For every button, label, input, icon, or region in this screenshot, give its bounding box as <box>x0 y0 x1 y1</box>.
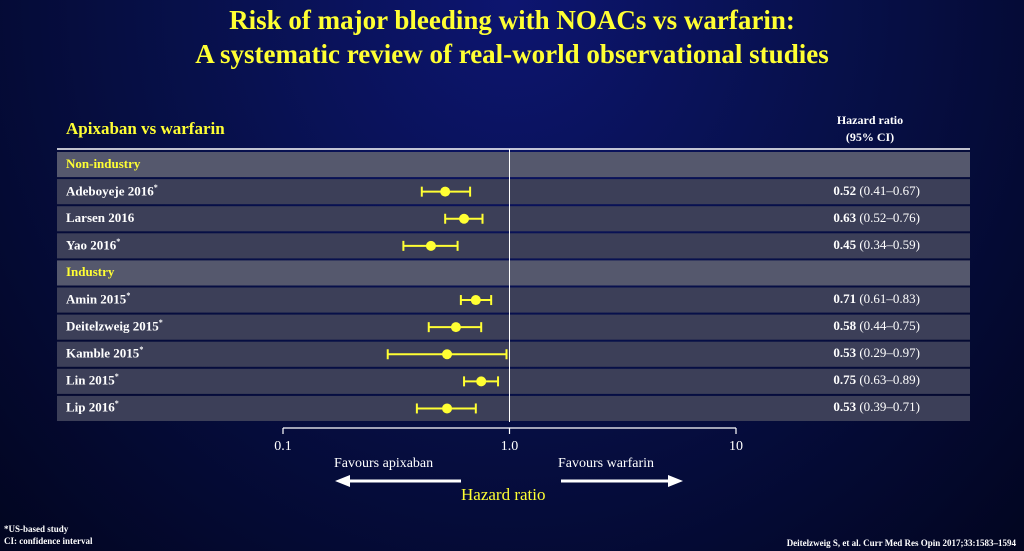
group-row-band <box>57 260 970 286</box>
hazard-ratio-header-line1: Hazard ratio <box>836 113 904 127</box>
hazard-ratio-value: 0.53 (0.29–0.97) <box>760 345 920 361</box>
study-row-band <box>57 341 970 367</box>
hazard-ratio-value: 0.75 (0.63–0.89) <box>760 372 920 388</box>
group-label: Non-industry <box>66 155 141 171</box>
study-label: Deitelzweig 2015* <box>66 318 163 334</box>
point-estimate <box>459 213 470 224</box>
point-estimate <box>425 240 436 251</box>
confidence-interval: (0.34–0.59) <box>856 236 920 252</box>
favours-warfarin-label: Favours warfarin <box>558 456 655 471</box>
study-row-band <box>57 233 970 259</box>
us-study-marker: * <box>139 345 144 355</box>
point-estimate <box>440 186 451 197</box>
confidence-interval: (0.52–0.76) <box>856 209 920 225</box>
x-tick-label: 10 <box>729 439 743 454</box>
confidence-interval: (0.29–0.97) <box>856 345 920 361</box>
study-row-band <box>57 287 970 313</box>
footnotes: *US-based study CI: confidence interval <box>4 523 92 547</box>
study-label: Adeboyeje 2016* <box>66 182 158 198</box>
hazard-ratio-estimate: 0.71 <box>833 291 857 307</box>
study-label: Yao 2016* <box>66 236 121 253</box>
study-label: Lip 2016* <box>66 399 119 415</box>
comparison-label: Apixaban vs warfarin <box>66 119 225 138</box>
study-row-band <box>57 368 970 394</box>
hazard-ratio-estimate: 0.58 <box>833 318 857 334</box>
x-tick-label: 1.0 <box>500 439 519 454</box>
footnote-ci: CI: confidence interval <box>4 536 93 546</box>
us-study-marker: * <box>116 236 121 246</box>
group-row-band <box>57 152 970 178</box>
x-axis-label: Hazard ratio <box>461 485 546 504</box>
favours-apixaban-label: Favours apixaban <box>334 456 434 471</box>
study-row-band <box>57 314 970 340</box>
us-study-marker: * <box>114 372 119 382</box>
us-study-marker: * <box>153 182 158 192</box>
point-estimate <box>470 295 481 306</box>
study-label: Larsen 2016 <box>66 209 135 225</box>
confidence-interval: (0.39–0.71) <box>856 399 920 415</box>
hazard-ratio-value: 0.58 (0.44–0.75) <box>760 318 920 334</box>
hazard-ratio-value: 0.53 (0.39–0.71) <box>760 399 920 415</box>
us-study-marker: * <box>114 399 119 409</box>
confidence-interval: (0.63–0.89) <box>856 372 920 388</box>
study-row-band <box>57 206 970 232</box>
us-study-marker: * <box>126 291 131 301</box>
study-label: Lin 2015* <box>66 372 119 388</box>
hazard-ratio-estimate: 0.45 <box>833 236 857 252</box>
confidence-interval: (0.41–0.67) <box>856 182 920 198</box>
point-estimate <box>442 349 453 360</box>
us-study-marker: * <box>158 318 163 328</box>
study-row-band <box>57 179 970 205</box>
point-estimate <box>450 322 461 333</box>
title-line-2: A systematic review of real-world observ… <box>195 39 829 69</box>
study-label: Kamble 2015* <box>66 345 144 361</box>
hazard-ratio-header: Hazard ratio (95% CI) <box>800 112 940 146</box>
study-label: Amin 2015* <box>66 291 131 307</box>
study-row-band <box>57 395 970 421</box>
hazard-ratio-estimate: 0.63 <box>833 209 857 225</box>
title-line-1: Risk of major bleeding with NOACs vs war… <box>229 5 795 35</box>
right-arrow-head <box>668 475 683 487</box>
hazard-ratio-value: 0.63 (0.52–0.76) <box>760 210 920 226</box>
hazard-ratio-value: 0.52 (0.41–0.67) <box>760 183 920 199</box>
group-label: Industry <box>66 263 115 279</box>
citation: Deitelzweig S, et al. Curr Med Res Opin … <box>786 538 1016 548</box>
footnote-us: *US-based study <box>4 524 69 534</box>
hazard-ratio-estimate: 0.52 <box>833 182 857 198</box>
hazard-ratio-estimate: 0.75 <box>833 372 857 388</box>
hazard-ratio-value: 0.45 (0.34–0.59) <box>760 237 920 253</box>
confidence-interval: (0.44–0.75) <box>856 318 920 334</box>
confidence-interval: (0.61–0.83) <box>856 291 920 307</box>
hazard-ratio-value: 0.71 (0.61–0.83) <box>760 291 920 307</box>
point-estimate <box>442 403 453 414</box>
left-arrow-head <box>335 475 350 487</box>
hazard-ratio-header-line2: (95% CI) <box>845 130 895 144</box>
x-tick-label: 0.1 <box>274 439 292 454</box>
hazard-ratio-estimate: 0.53 <box>833 399 857 415</box>
point-estimate <box>476 376 487 387</box>
hazard-ratio-estimate: 0.53 <box>833 345 857 361</box>
